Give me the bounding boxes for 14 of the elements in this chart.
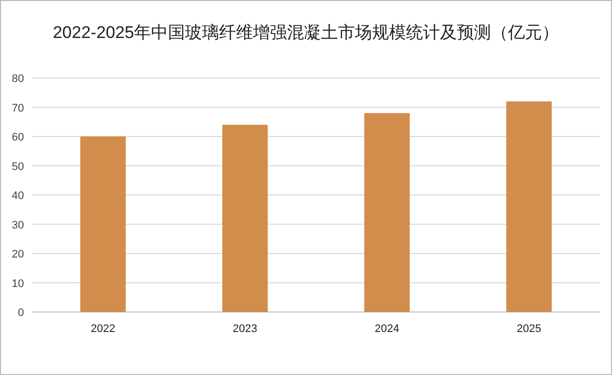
y-tick-label: 40 [12, 190, 24, 202]
y-tick-label: 80 [12, 73, 24, 85]
y-tick-label: 30 [12, 219, 24, 232]
y-tick-label: 70 [12, 102, 24, 114]
y-tick-label: 50 [12, 160, 24, 173]
x-tick-label: 2024 [374, 323, 400, 335]
x-tick-label: 2022 [90, 323, 116, 335]
x-tick-label: 2023 [232, 323, 258, 335]
y-tick-label: 0 [18, 307, 24, 319]
x-tick-label: 2025 [516, 323, 542, 335]
y-tick-label: 20 [12, 248, 24, 260]
title: 2022-2025年中国玻璃纤维增强混凝土市场规模统计及预测（亿元） [52, 23, 560, 42]
y-tick-label: 60 [12, 132, 24, 144]
y-tick-label: 10 [12, 278, 24, 290]
